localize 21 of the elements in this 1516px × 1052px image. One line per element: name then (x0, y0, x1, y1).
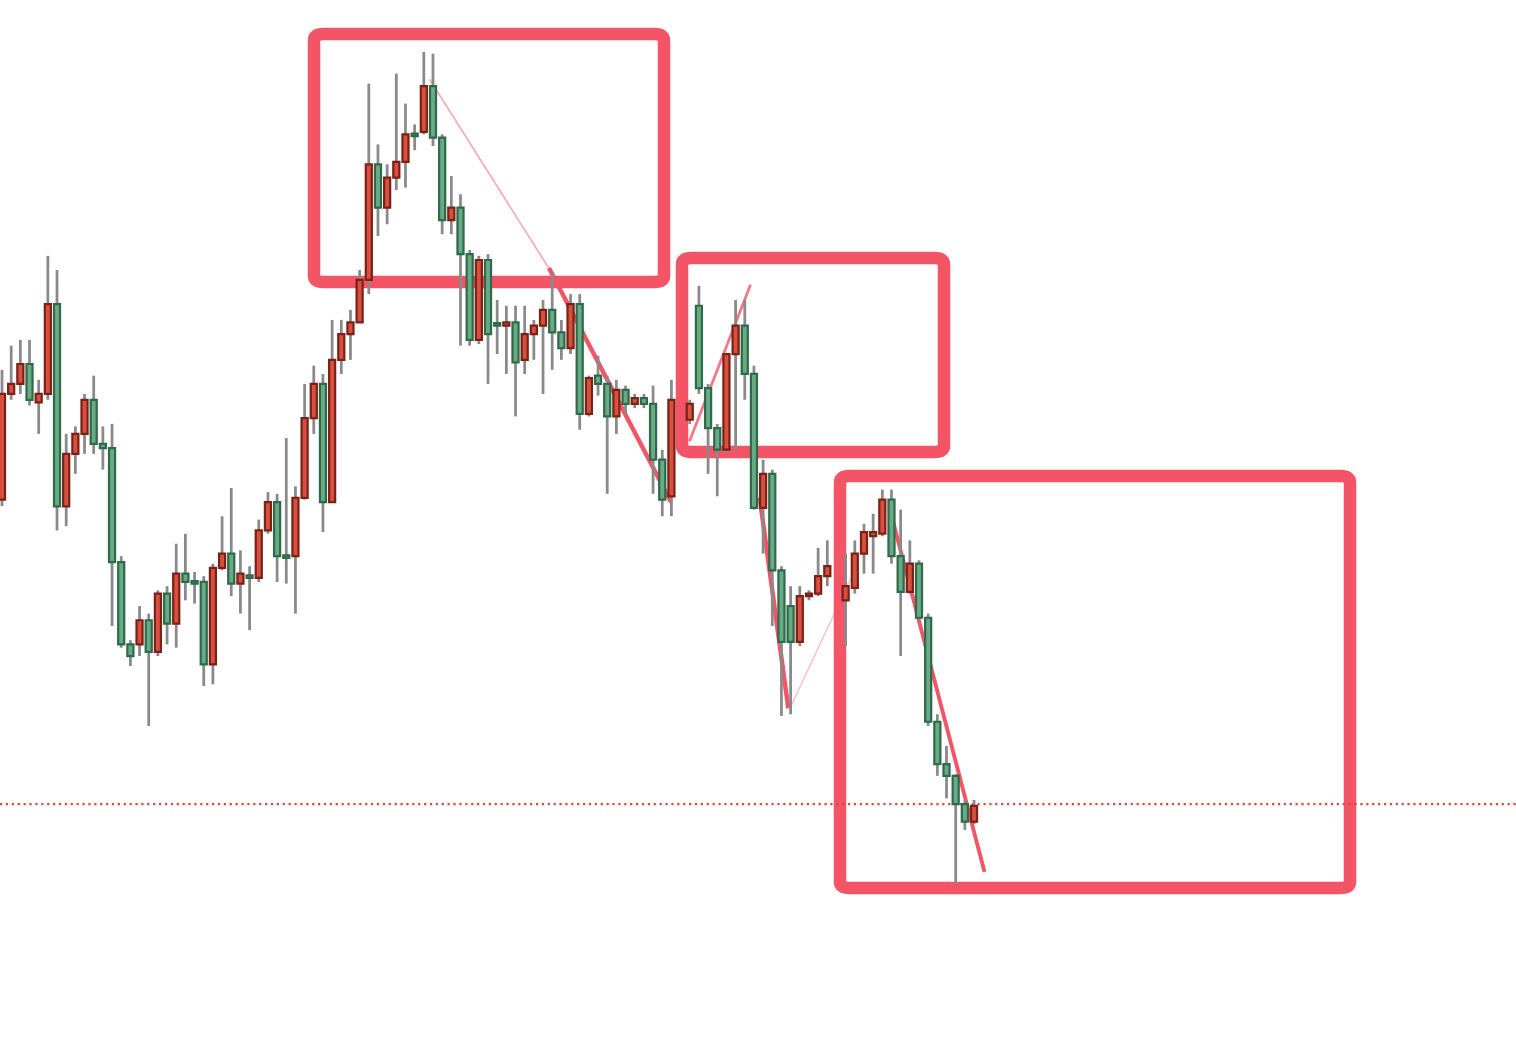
candlestick (584, 374, 594, 418)
candlestick (813, 546, 823, 598)
candlestick (758, 458, 768, 556)
candlestick (373, 142, 383, 238)
candlestick (162, 584, 172, 646)
candlestick (144, 612, 153, 728)
candlestick (969, 798, 979, 826)
candlestick (502, 304, 511, 376)
candlestick (612, 378, 621, 436)
candlestick (905, 538, 914, 596)
candlestick (135, 604, 144, 658)
candlestick (245, 564, 254, 632)
candlestick (227, 486, 236, 598)
candlestick (419, 50, 428, 136)
candlestick (511, 304, 520, 418)
candlestick (447, 174, 456, 236)
candlestick (566, 292, 575, 356)
candlestick (621, 384, 630, 416)
candlestick (685, 398, 694, 426)
candlestick (538, 298, 548, 396)
candlestick (383, 162, 392, 226)
